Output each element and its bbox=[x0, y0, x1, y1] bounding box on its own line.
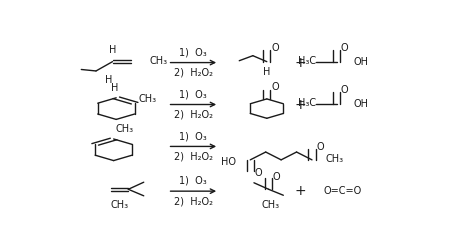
Text: HO: HO bbox=[220, 157, 236, 167]
Text: O: O bbox=[271, 82, 279, 92]
Text: OH: OH bbox=[353, 57, 368, 67]
Text: 1)  O₃: 1) O₃ bbox=[180, 89, 207, 99]
Text: 1)  O₃: 1) O₃ bbox=[180, 131, 207, 141]
Text: CH₃: CH₃ bbox=[138, 94, 156, 105]
Text: +: + bbox=[294, 56, 306, 70]
Text: 1)  O₃: 1) O₃ bbox=[180, 47, 207, 57]
Text: +: + bbox=[294, 98, 306, 112]
Text: O: O bbox=[341, 85, 348, 95]
Text: O=C=O: O=C=O bbox=[324, 186, 362, 196]
Text: 2)  H₂O₂: 2) H₂O₂ bbox=[174, 68, 213, 78]
Text: 2)  H₂O₂: 2) H₂O₂ bbox=[174, 110, 213, 120]
Text: CH₃: CH₃ bbox=[149, 56, 167, 66]
Text: H₃C: H₃C bbox=[298, 56, 316, 66]
Text: O: O bbox=[316, 142, 324, 152]
Text: CH₃: CH₃ bbox=[111, 200, 129, 210]
Text: H₃C: H₃C bbox=[298, 98, 316, 108]
Text: O: O bbox=[341, 43, 348, 53]
Text: O: O bbox=[271, 43, 279, 53]
Text: CH₃: CH₃ bbox=[262, 200, 280, 210]
Text: OH: OH bbox=[353, 98, 368, 109]
Text: +: + bbox=[294, 184, 306, 198]
Text: O: O bbox=[255, 167, 262, 178]
Text: O: O bbox=[273, 172, 281, 182]
Text: CH₃: CH₃ bbox=[326, 154, 344, 165]
Text: H: H bbox=[263, 68, 271, 77]
Text: 2)  H₂O₂: 2) H₂O₂ bbox=[174, 196, 213, 206]
Text: H: H bbox=[111, 83, 119, 93]
Text: H: H bbox=[109, 45, 116, 54]
Text: H: H bbox=[105, 75, 112, 85]
Text: CH₃: CH₃ bbox=[116, 124, 134, 134]
Text: 2)  H₂O₂: 2) H₂O₂ bbox=[174, 152, 213, 162]
Text: 1)  O₃: 1) O₃ bbox=[180, 176, 207, 186]
